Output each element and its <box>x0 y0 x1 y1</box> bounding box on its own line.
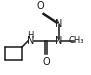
Text: H: H <box>27 31 34 40</box>
Text: N: N <box>55 19 63 29</box>
Text: O: O <box>43 57 50 67</box>
Text: N: N <box>55 36 63 46</box>
Text: O: O <box>37 2 44 11</box>
Text: N: N <box>27 36 35 46</box>
Text: CH₃: CH₃ <box>69 36 84 45</box>
